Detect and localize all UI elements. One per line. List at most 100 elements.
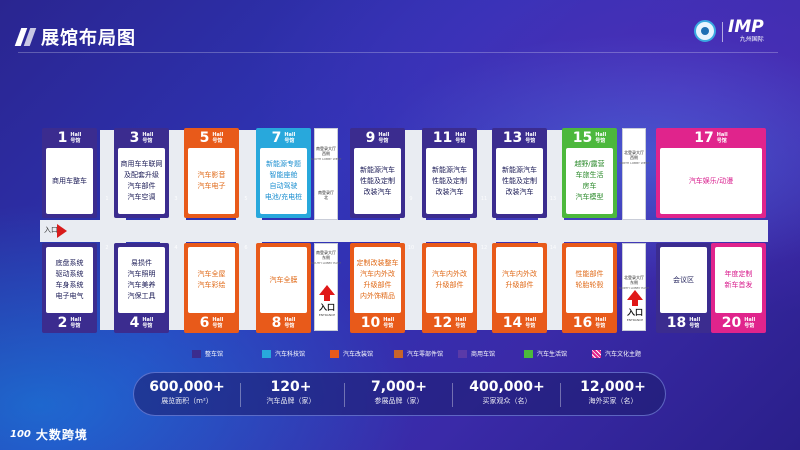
hall-number: 6	[199, 315, 210, 331]
hall-suffix-cn: 号馆	[142, 138, 153, 144]
hall-suffix-en: Hall	[744, 317, 756, 323]
hall-suffix-cn: 号馆	[595, 323, 606, 329]
hall-8[interactable]: 汽车全膜 8 Hall 号馆	[256, 243, 311, 333]
stair-marker: 2	[105, 245, 109, 251]
header: 展馆布局图	[14, 24, 136, 50]
hall-number: 13	[502, 130, 523, 146]
hall-suffix-cn: 号馆	[142, 323, 153, 329]
lobby-en: SOUTH LOBBY WEST	[310, 157, 342, 161]
south-lobby-north-label: 南登录厅 北	[318, 190, 334, 200]
hall-4[interactable]: 易损件 汽车照明 汽车美养 汽保工具 4 Hall 号馆	[114, 243, 169, 333]
hall-suffix-cn: 号馆	[70, 323, 81, 329]
entrance-label: 入口	[319, 303, 335, 312]
hall-number: 12	[432, 315, 453, 331]
hall-description: 汽车娱乐/动漫	[688, 176, 734, 185]
entry-label: 入口	[44, 226, 58, 234]
hall-suffix-cn: 号馆	[455, 323, 466, 329]
brand-name: 大数跨境	[35, 428, 88, 442]
hall-13[interactable]: 13 Hall 号馆 新能源汽车 性能及定制 改装汽车	[492, 128, 547, 218]
hall-6[interactable]: 汽车全屋 汽车彩绘 6 Hall 号馆	[184, 243, 239, 333]
hall-18[interactable]: 会议区 18 Hall 号馆	[656, 243, 711, 333]
hall-16[interactable]: 性能部件 轮胎轮毂 16 Hall 号馆	[562, 243, 617, 333]
hall-15[interactable]: 15 Hall 号馆 越野/露营 车旅生活 房车 汽车模型	[562, 128, 617, 218]
north-entrance[interactable]: 入口 ENTRANCE	[620, 290, 650, 322]
stat-item: 600,000+ 展览面积（m²）	[142, 379, 232, 406]
legend-swatch	[262, 349, 271, 358]
hall-suffix-en: Hall	[455, 317, 467, 323]
stat-item: 400,000+ 买家观众（名）	[462, 379, 552, 406]
lobby-cn: 北登录大厅 西侧	[624, 150, 644, 160]
hall-suffix-en: Hall	[525, 132, 537, 138]
hall-description: 汽车内外改 升级部件	[502, 270, 537, 289]
legend-label: 汽车文化主题	[605, 351, 642, 358]
hall-number: 5	[199, 130, 210, 146]
hall-description: 易损件 汽车照明 汽车美养 汽保工具	[127, 259, 156, 300]
brand-logo-icon: 100	[10, 429, 31, 440]
hall-suffix-cn: 号馆	[525, 138, 536, 144]
hall-description: 底盘系统 驱动系统 车身系统 电子电气	[55, 259, 84, 300]
legend-item: 汽车零部件馆	[394, 349, 443, 358]
stat-item: 12,000+ 海外买家（名）	[568, 379, 658, 406]
logo-divider	[722, 22, 723, 42]
stair-marker: 3	[174, 196, 178, 202]
hall-description: 越野/露营 车旅生活 房车 汽车模型	[574, 160, 605, 201]
hall-description: 定制改装整车 汽车内外改 升级部件 内外饰精品	[356, 259, 399, 300]
hall-suffix-en: Hall	[142, 317, 154, 323]
hall-number: 11	[432, 130, 453, 146]
hall-description: 新能源汽车 性能及定制 改装汽车	[432, 165, 467, 196]
hall-20[interactable]: 年度定制 新车首发 20 Hall 号馆	[711, 243, 766, 333]
hall-number: 17	[694, 130, 714, 146]
hall-suffix-en: Hall	[595, 132, 607, 138]
hall-suffix-en: Hall	[595, 317, 607, 323]
stats-bar: 600,000+ 展览面积（m²） 120+ 汽车品牌（家） 7,000+ 参展品牌（…	[133, 372, 666, 416]
stat-divider	[452, 383, 453, 407]
legend-swatch	[524, 349, 533, 358]
hall-11[interactable]: 11 Hall 号馆 新能源汽车 性能及定制 改装汽车	[422, 128, 477, 218]
arrow-stem	[632, 300, 638, 306]
hall-suffix-cn: 号馆	[212, 323, 223, 329]
hall-2[interactable]: 底盘系统 驱动系统 车身系统 电子电气 2 Hall 号馆	[42, 243, 97, 333]
hall-5[interactable]: 5 Hall 号馆 汽车影音 汽车电子	[184, 128, 239, 218]
hall-1[interactable]: 1 Hall 号馆 商用车整车	[42, 128, 97, 218]
hall-7[interactable]: 7 Hall 号馆 新能源专题 智能座舱 自动驾驶 电池/充电桩	[256, 128, 311, 218]
legend-swatch	[458, 349, 467, 358]
arrow-stem	[324, 295, 330, 301]
stat-value: 400,000+	[469, 379, 545, 395]
stair-marker: 11	[480, 196, 488, 202]
up-arrow-icon	[627, 290, 643, 300]
hall-number: 2	[57, 315, 68, 331]
hall-description: 汽车全膜	[269, 275, 298, 284]
hall-9[interactable]: 9 Hall 号馆 新能源汽车 性能及定制 改装汽车	[350, 128, 405, 218]
legend-label: 商用车馆	[471, 351, 496, 358]
hall-17[interactable]: 17 Hall 号馆 汽车娱乐/动漫	[656, 128, 766, 218]
imp-logo-tagline: 九州国际	[739, 36, 764, 43]
hall-12[interactable]: 汽车内外改 升级部件 12 Hall 号馆	[422, 243, 477, 333]
hall-suffix-cn: 号馆	[455, 138, 466, 144]
hall-suffix-cn: 号馆	[689, 323, 700, 329]
hall-description: 汽车全屋 汽车彩绘	[197, 270, 226, 289]
hall-3[interactable]: 3 Hall 号馆 商用车车联网 及配套升级 汽车部件 汽车空调	[114, 128, 169, 218]
hall-description: 商用车车联网 及配套升级 汽车部件 汽车空调	[120, 160, 163, 201]
lobby-cn: 南登录大厅 东侧	[316, 250, 336, 260]
hall-number: 3	[129, 130, 140, 146]
hall-suffix-cn: 号馆	[383, 323, 394, 329]
lobby-cn: 南登录大厅 西侧	[316, 146, 336, 156]
stair-marker: 4	[174, 245, 178, 251]
north-lobby-west-label: 北登录大厅 西侧 NORTH LOBBY WEST	[614, 150, 654, 166]
hall-14[interactable]: 汽车内外改 升级部件 14 Hall 号馆	[492, 243, 547, 333]
stair-marker: 12	[480, 245, 488, 251]
stat-divider	[344, 383, 345, 407]
stat-divider	[240, 383, 241, 407]
entrance-en: ENTRANCE	[626, 318, 644, 322]
entry-arrow-icon	[57, 224, 67, 238]
hall-description: 新能源汽车 性能及定制 改装汽车	[360, 165, 395, 196]
legend-item: 汽车文化主题	[592, 349, 641, 358]
hall-10[interactable]: 定制改装整车 汽车内外改 升级部件 内外饰精品 10 Hall 号馆	[350, 243, 405, 333]
hall-description: 新能源专题 智能座舱 自动驾驶 电池/充电桩	[264, 160, 303, 201]
stat-label: 参展品牌（家）	[374, 397, 424, 405]
south-entrance[interactable]: 入口 ENTRANCE	[312, 285, 342, 317]
hall-number: 18	[666, 315, 687, 331]
hall-description: 年度定制 新车首发	[724, 270, 753, 289]
legend-swatch	[394, 349, 403, 358]
hall-number: 20	[721, 315, 742, 331]
